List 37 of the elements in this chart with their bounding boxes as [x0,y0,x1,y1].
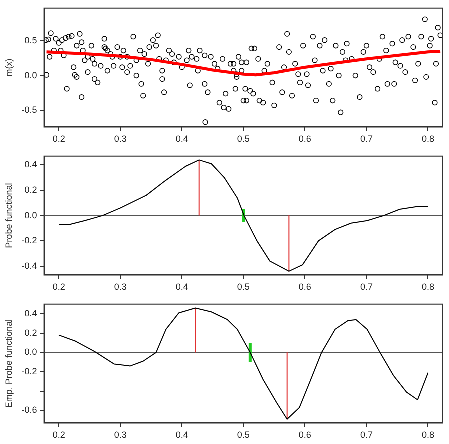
y-tick-label: -0.5 [22,105,38,116]
x-tick-label: 0.3 [114,430,127,440]
x-tick-label: 0.2 [52,134,66,144]
y-axis-title: Probe functional [4,183,14,248]
x-tick-label: 0.8 [422,430,434,440]
y-tick-label: 0.0 [24,70,38,80]
x-tick-label: 0.8 [422,282,434,292]
x-tick-label: 0.7 [360,430,373,440]
y-axis-title: m(x) [4,58,14,77]
x-tick-label: 0.4 [176,134,188,144]
x-tick-label: 0.2 [52,282,66,292]
y-tick-label: 0.5 [24,36,38,46]
y-tick-label: 0.2 [24,328,38,338]
x-tick-label: 0.2 [52,430,66,440]
x-tick-label: 0.4 [176,282,188,292]
x-tick-label: 0.7 [360,134,373,144]
x-tick-label: 0.5 [237,134,250,144]
y-tick-label: -0.4 [22,260,38,271]
x-tick-label: 0.8 [422,134,434,144]
x-tick-label: 0.6 [298,430,312,440]
y-axis-title: Emp. Probe functional [4,320,14,408]
y-tick-label: 0.2 [24,185,38,196]
x-tick-label: 0.5 [237,430,250,440]
x-tick-label: 0.3 [114,134,127,144]
y-tick-label: -0.2 [22,236,38,246]
x-tick-label: 0.6 [298,134,312,144]
x-tick-label: 0.3 [114,282,127,292]
x-tick-label: 0.4 [176,430,188,440]
y-tick-label: 0.0 [24,210,38,220]
y-tick-label: 0.4 [24,308,38,319]
y-tick-label: 0.4 [24,160,38,170]
y-tick-label: -0.6 [22,405,38,416]
x-tick-label: 0.5 [237,282,250,292]
x-tick-label: 0.6 [298,282,312,292]
y-tick-label: 0.0 [24,347,38,358]
x-tick-label: 0.7 [360,282,373,292]
y-tick-label: -0.2 [22,366,38,376]
